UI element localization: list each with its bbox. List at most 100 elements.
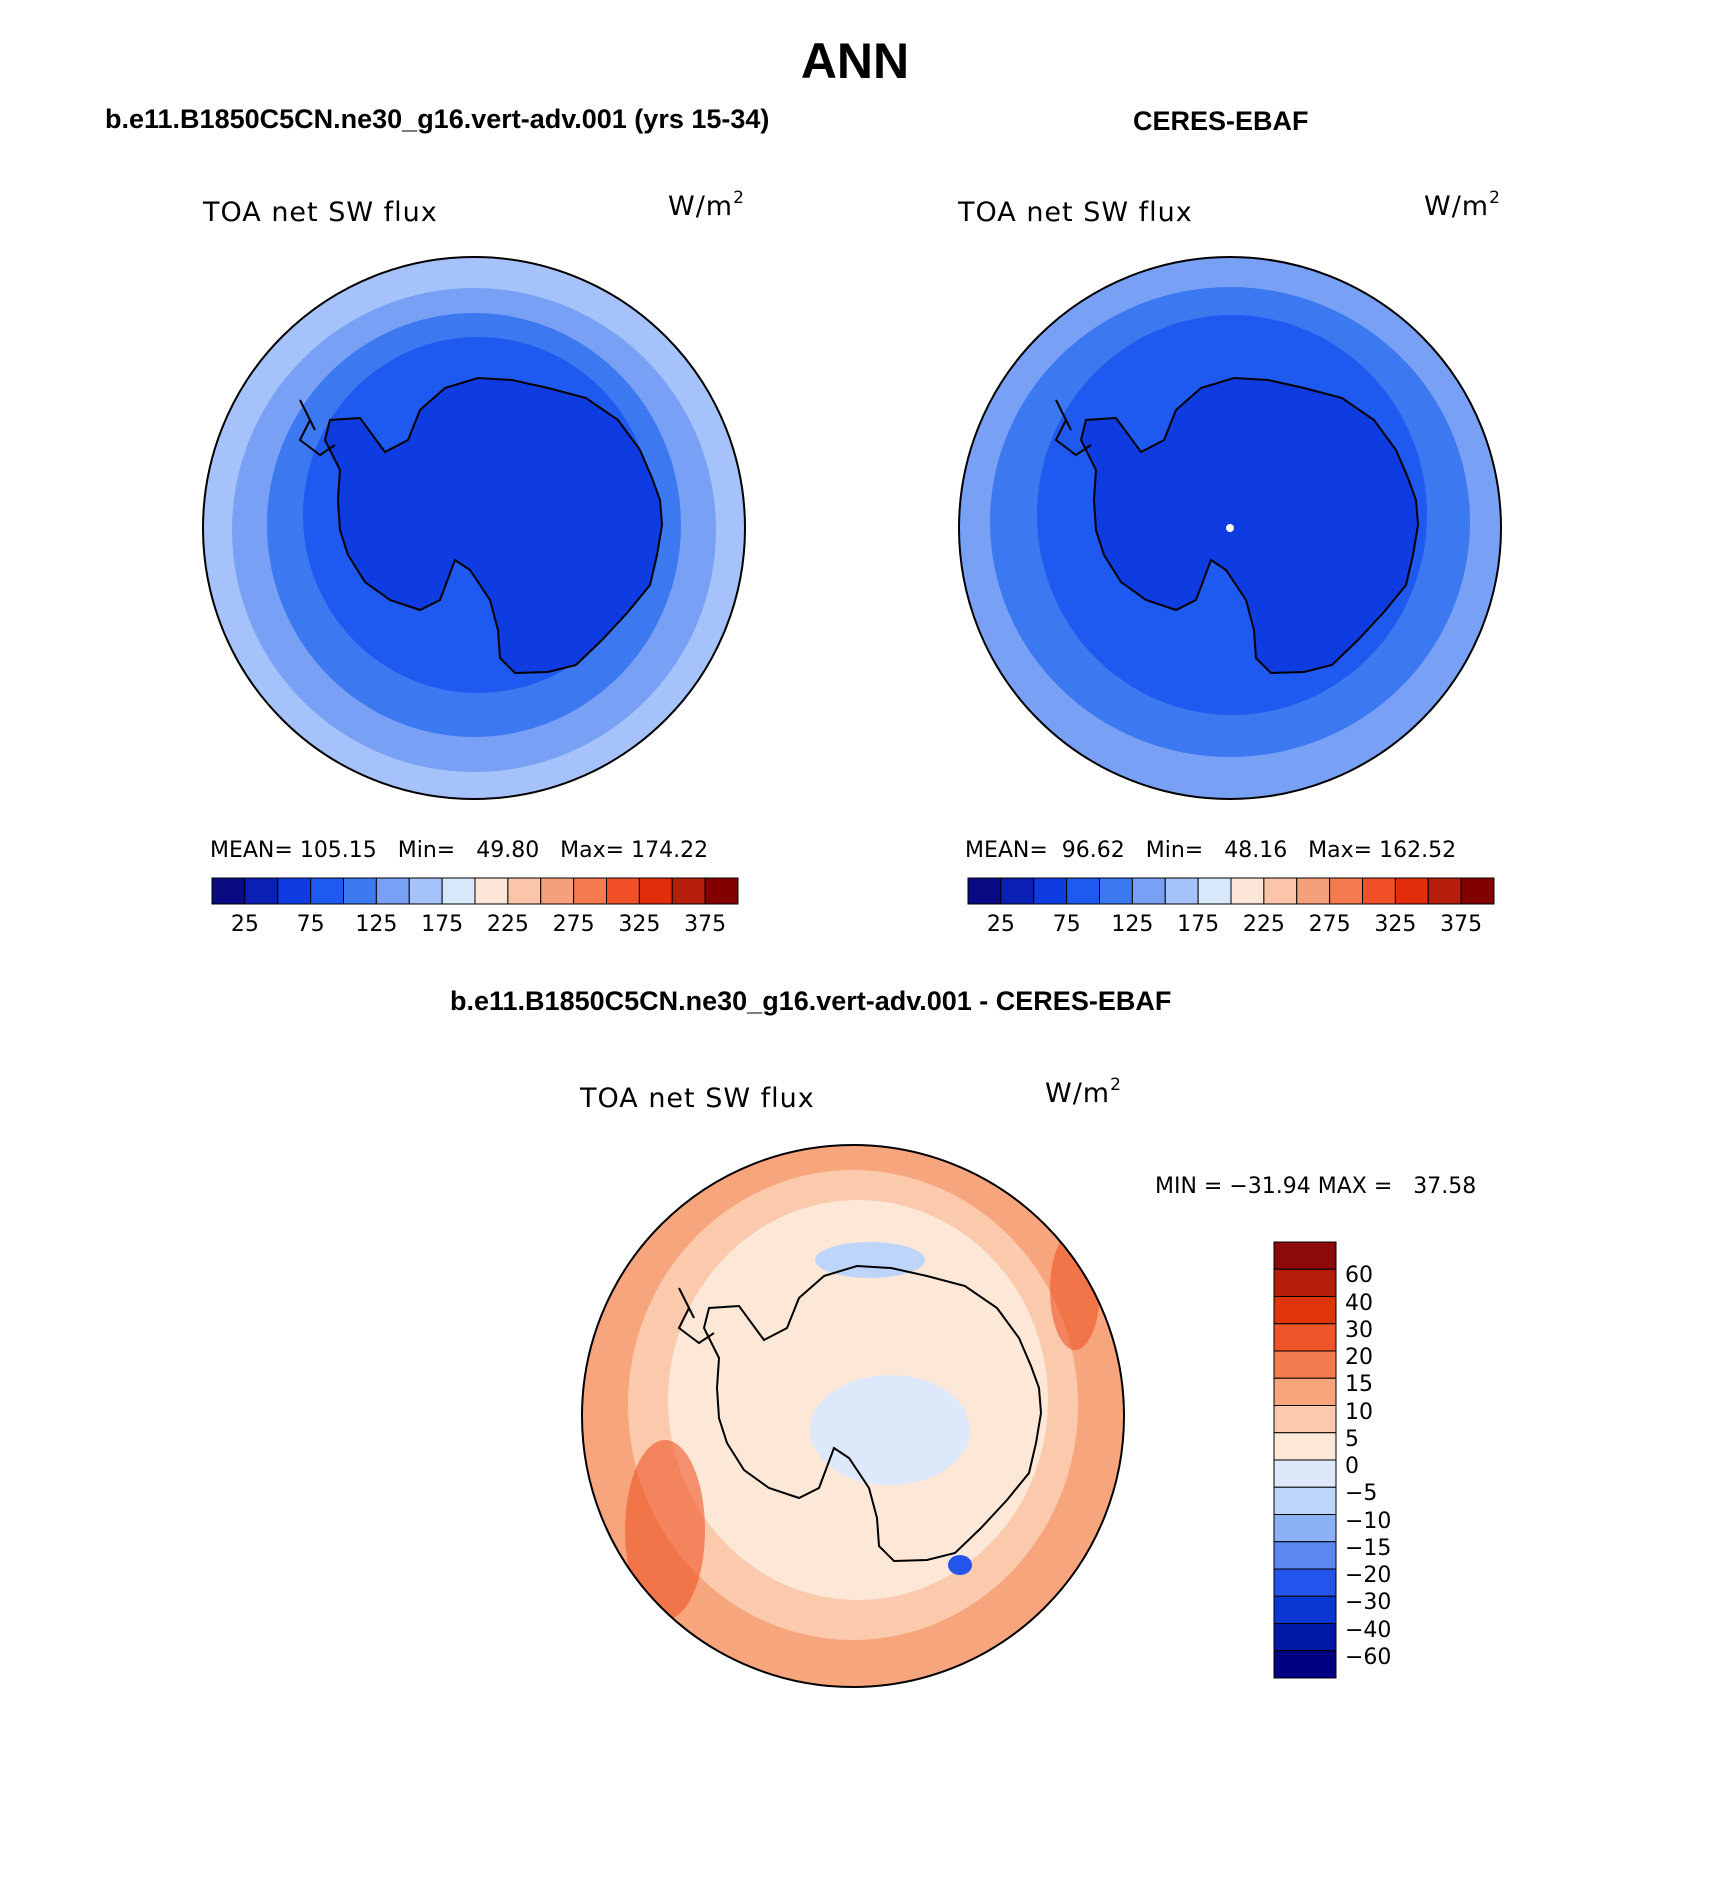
colorbar-swatch	[474, 877, 509, 905]
colorbar-swatch	[704, 877, 739, 905]
model-antarctica-fill	[325, 378, 662, 673]
colorbar-tick-label: 125	[1111, 912, 1154, 937]
colorbar-swatch	[1273, 1623, 1337, 1652]
diff-map-border	[581, 1144, 1125, 1688]
diff-coastline	[677, 1264, 1043, 1563]
colorbar-tick-label: 5	[1345, 1426, 1359, 1452]
model-variable-label: TOA net SW flux	[203, 197, 438, 228]
colorbar-tick-label: 275	[552, 912, 595, 937]
colorbar-tick-label: 20	[1345, 1345, 1373, 1370]
colorbar-tick-label: −40	[1345, 1617, 1392, 1643]
colorbar-tick-label: 175	[1177, 912, 1220, 937]
diff-blue-patch-1	[810, 1375, 970, 1485]
diff-panel-title: b.e11.B1850C5CN.ne30_g16.vert-adv.001 - …	[450, 986, 1172, 1016]
colorbar-swatch	[1273, 1595, 1337, 1624]
colorbar-swatch	[1273, 1541, 1337, 1570]
colorbar-swatch	[606, 877, 640, 905]
colorbar-swatch	[1273, 1650, 1337, 1679]
colorbar-tick-label: 225	[1242, 912, 1285, 937]
colorbar-swatch	[1099, 877, 1133, 905]
colorbar-tick-label: −20	[1345, 1563, 1392, 1588]
colorbar-swatch	[1273, 1405, 1337, 1434]
diff-red-patch-1	[625, 1440, 705, 1620]
colorbar-tick-label: 15	[1345, 1372, 1373, 1398]
colorbar-swatch	[1273, 1268, 1337, 1297]
colorbar-tick-label: 10	[1345, 1399, 1373, 1425]
colorbar-swatch	[671, 877, 706, 905]
colorbar-swatch	[310, 877, 344, 905]
colorbar-swatch	[1329, 877, 1363, 905]
colorbar-swatch	[1273, 1514, 1337, 1543]
colorbar-swatch	[1273, 1296, 1337, 1325]
colorbar-swatch	[1066, 877, 1100, 905]
diff-units-label: W/m2	[1045, 1075, 1122, 1109]
colorbar-swatch	[1273, 1241, 1337, 1270]
colorbar-tick-label: −5	[1345, 1481, 1378, 1507]
colorbar-tick-label: 0	[1345, 1454, 1359, 1479]
obs-coastline	[1054, 376, 1420, 675]
model-units-label: W/m2	[668, 188, 745, 222]
model-stats: MEAN= 105.15 Min= 49.80 Max= 174.22	[210, 838, 709, 863]
obs-antarctica-fill	[1081, 378, 1418, 673]
colorbar-swatch	[277, 877, 312, 905]
obs-pole-marker	[1226, 524, 1234, 532]
diff-polar-map	[582, 1145, 1124, 1687]
colorbar-tick-label: −10	[1345, 1508, 1392, 1534]
colorbar-swatch	[1164, 877, 1199, 905]
colorbar-swatch	[1273, 1377, 1337, 1406]
colorbar-swatch	[1273, 1459, 1337, 1488]
colorbar-swatch	[967, 877, 1002, 905]
colorbar-tick-label: −15	[1345, 1535, 1392, 1561]
colorbar-swatch	[1460, 877, 1495, 905]
colorbar-tick-label: 30	[1345, 1317, 1373, 1343]
diff-blue-patch-3	[948, 1555, 972, 1575]
obs-colorbar-ticks: 25 75 125 175 225 275 325 375	[0, 912, 1710, 942]
colorbar-tick-label: 325	[618, 912, 661, 937]
colorbar-swatch	[1131, 877, 1166, 905]
colorbar-swatch	[1273, 1350, 1337, 1379]
colorbar-tick-label: 375	[684, 912, 727, 937]
colorbar-swatch	[1263, 877, 1298, 905]
colorbar-tick-label: −60	[1345, 1644, 1392, 1670]
obs-polar-map	[959, 257, 1501, 799]
diff-variable-label: TOA net SW flux	[580, 1083, 815, 1114]
colorbar-tick-label: 125	[355, 912, 398, 937]
colorbar-swatch	[1273, 1432, 1337, 1461]
colorbar-tick-label: 175	[421, 912, 464, 937]
colorbar-tick-label: 275	[1308, 912, 1351, 937]
colorbar-swatch	[1273, 1486, 1337, 1515]
obs-map-border	[958, 256, 1502, 800]
colorbar-swatch	[1197, 877, 1232, 905]
colorbar-swatch	[211, 877, 246, 905]
colorbar-swatch	[1296, 877, 1331, 905]
diff-colorbar-ticks: 60 40 30 20 15 10 5 0 −5 −10 −15 −20 −30 −40 −60	[1345, 1250, 1445, 1670]
colorbar-tick-label: 40	[1345, 1290, 1373, 1316]
model-colorbar-ticks: 25 75 125 175 225 275 325 375	[0, 912, 1710, 942]
colorbar-swatch	[408, 877, 443, 905]
colorbar-swatch	[1033, 877, 1068, 905]
colorbar-tick-label: 75	[296, 912, 325, 937]
colorbar-tick-label: 375	[1440, 912, 1483, 937]
figure-title: ANN	[800, 33, 910, 89]
colorbar-tick-label: 25	[986, 912, 1015, 937]
model-map-border	[202, 256, 746, 800]
obs-units-label: W/m2	[1424, 188, 1501, 222]
obs-colorbar	[967, 877, 1495, 905]
diff-colorbar	[1273, 1241, 1337, 1679]
colorbar-swatch	[1427, 877, 1462, 905]
colorbar-swatch	[1273, 1568, 1337, 1597]
colorbar-tick-label: −30	[1345, 1590, 1392, 1616]
colorbar-swatch	[507, 877, 542, 905]
colorbar-swatch	[1394, 877, 1429, 905]
obs-variable-label: TOA net SW flux	[958, 197, 1193, 228]
obs-stats: MEAN= 96.62 Min= 48.16 Max= 162.52	[965, 838, 1457, 863]
model-coastline	[298, 376, 664, 675]
colorbar-swatch	[573, 877, 607, 905]
colorbar-tick-label: 25	[230, 912, 259, 937]
colorbar-swatch	[638, 877, 673, 905]
colorbar-tick-label: 225	[486, 912, 529, 937]
colorbar-swatch	[1230, 877, 1265, 905]
colorbar-swatch	[1273, 1323, 1337, 1352]
colorbar-swatch	[375, 877, 410, 905]
